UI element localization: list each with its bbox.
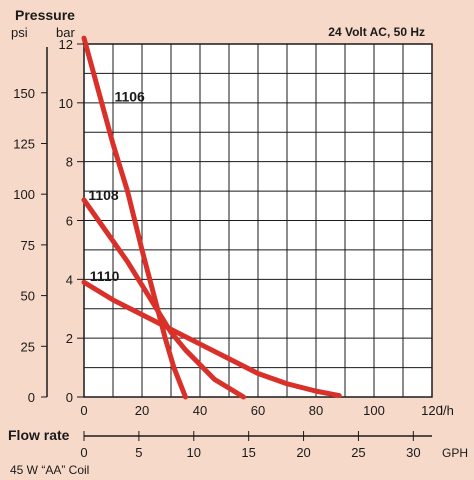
gph-tick-label: 25 xyxy=(351,445,365,460)
bar-tick-label: 0 xyxy=(66,390,73,405)
lh-tick-label: 80 xyxy=(309,403,323,418)
lh-unit-label: l/h xyxy=(440,403,454,418)
lh-tick-label: 40 xyxy=(193,403,207,418)
psi-tick-label: 25 xyxy=(21,339,35,354)
gph-tick-label: 15 xyxy=(241,445,255,460)
bar-ticks: 0 2 4 6 8 10 12 xyxy=(59,37,84,405)
gph-tick-label: 0 xyxy=(80,445,87,460)
lh-tick-label: 0 xyxy=(80,403,87,418)
gph-ticks: 0 5 10 15 20 25 30 xyxy=(80,431,421,460)
bar-tick-label: 4 xyxy=(66,272,73,287)
psi-tick-label: 75 xyxy=(21,238,35,253)
psi-tick-label: 0 xyxy=(28,390,35,405)
pump-curves: 1106 1108 1110 xyxy=(81,35,342,400)
curve-1106 xyxy=(81,35,188,400)
coil-footnote: 45 W “AA” Coil xyxy=(10,463,89,477)
gph-tick-label: 20 xyxy=(296,445,310,460)
gph-unit-label: GPH xyxy=(442,446,468,460)
lh-tick-label: 20 xyxy=(135,403,149,418)
psi-ticks: 0 25 50 75 100 125 150 xyxy=(13,86,47,405)
flow-rate-label: Flow rate xyxy=(8,427,70,443)
psi-tick-label: 50 xyxy=(21,289,35,304)
curve-1110 xyxy=(81,279,342,399)
gph-tick-label: 30 xyxy=(406,445,420,460)
bar-unit-label: bar xyxy=(56,25,75,40)
psi-tick-label: 150 xyxy=(13,86,35,101)
bar-tick-label: 12 xyxy=(59,37,73,52)
bar-tick-label: 2 xyxy=(66,331,73,346)
supply-spec-label: 24 Volt AC, 50 Hz xyxy=(328,25,425,39)
chart-grid xyxy=(83,43,433,398)
series-label-1106: 1106 xyxy=(114,88,145,104)
lh-tick-label: 60 xyxy=(251,403,265,418)
series-label-1108: 1108 xyxy=(88,187,119,203)
gph-tick-label: 5 xyxy=(135,445,142,460)
gph-tick-label: 10 xyxy=(187,445,201,460)
psi-unit-label: psi xyxy=(11,25,28,40)
lh-ticks: 0 20 40 60 80 100 120 xyxy=(80,403,442,418)
psi-tick-label: 125 xyxy=(13,136,35,151)
series-label-1110: 1110 xyxy=(90,268,120,284)
bar-tick-label: 6 xyxy=(66,214,73,229)
chart-title: Pressure xyxy=(15,7,75,23)
bar-tick-label: 10 xyxy=(59,96,73,111)
lh-tick-label: 120 xyxy=(421,403,443,418)
psi-tick-label: 100 xyxy=(13,187,35,202)
bar-tick-label: 8 xyxy=(66,155,73,170)
curve-1108 xyxy=(81,197,246,400)
lh-tick-label: 100 xyxy=(363,403,385,418)
